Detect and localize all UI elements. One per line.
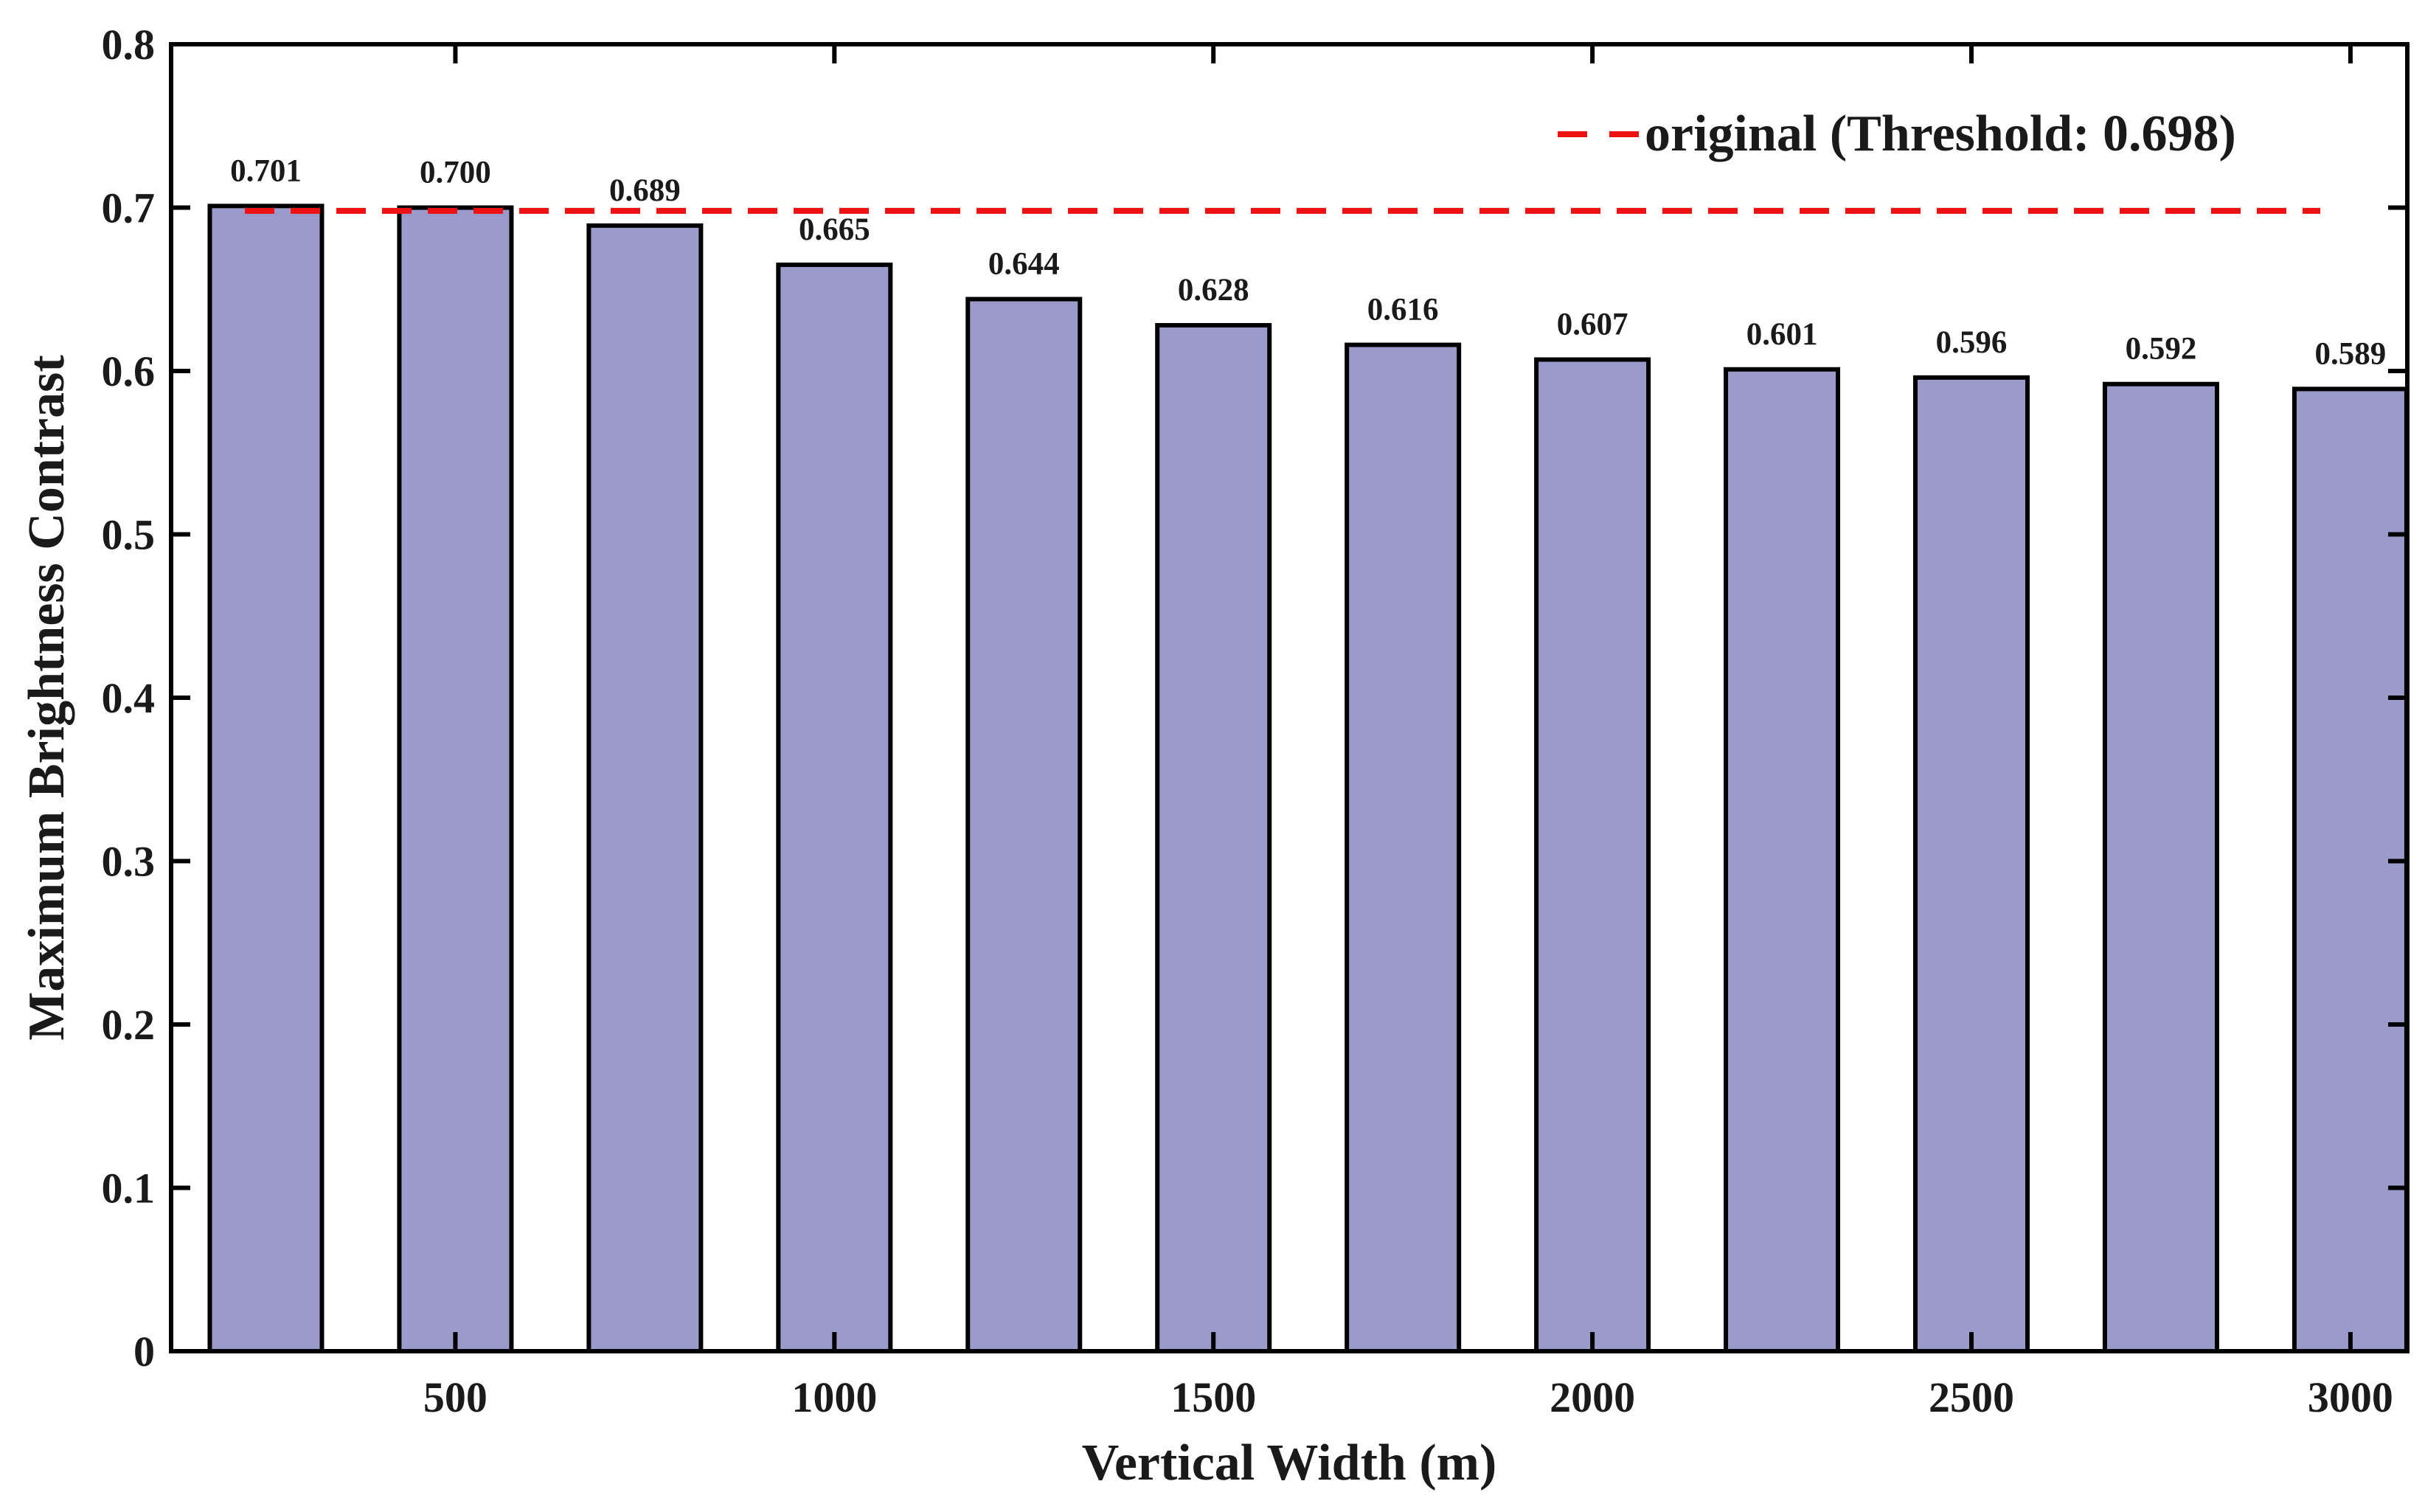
ytick-label-7: 0.7: [102, 184, 156, 232]
ytick-label-4: 0.4: [102, 674, 156, 722]
bar-2: [586, 223, 704, 1353]
ytick-label-2: 0.2: [102, 1001, 156, 1049]
labels-layer: 0.701 0.700 0.689 0.665 0.644 0.628 0.616 0.607…: [18, 21, 2393, 1491]
ytick-label-3: 0.3: [102, 838, 156, 886]
bar-value-label-9: 0.596: [1936, 325, 2008, 360]
x-axis-label: Vertical Width (m): [1082, 1435, 1497, 1491]
bar-6: [1345, 342, 1462, 1353]
bar-value-label-1: 0.700: [420, 156, 491, 190]
bar-value-label-7: 0.607: [1557, 307, 1628, 341]
bar-10: [2102, 381, 2219, 1353]
y-axis-label: Maximum Brightness Contrast: [18, 355, 75, 1040]
bar-value-label-10: 0.592: [2126, 332, 2197, 367]
xtick-label-1: 1000: [791, 1373, 877, 1421]
ytick-label-5: 0.5: [102, 511, 156, 559]
bar-11: [2292, 386, 2409, 1353]
bar-value-label-0: 0.701: [230, 153, 302, 188]
ytick-label-0: 0: [133, 1328, 155, 1376]
bar-value-label-11: 0.589: [2315, 336, 2387, 371]
ytick-label-8: 0.8: [102, 21, 156, 69]
bar-value-label-5: 0.628: [1178, 273, 1249, 308]
bar-8: [1724, 367, 1841, 1353]
ytick-label-6: 0.6: [102, 347, 156, 395]
legend-threshold-label: original (Threshold: 0.698): [1645, 105, 2236, 162]
bar-9: [1913, 375, 2030, 1353]
bar-3: [776, 263, 893, 1353]
bar-5: [1155, 322, 1272, 1354]
bars-layer: [207, 204, 2409, 1354]
bar-0: [207, 204, 325, 1353]
bar-value-label-4: 0.644: [988, 247, 1060, 282]
bar-value-label-8: 0.601: [1746, 317, 1818, 352]
bar-value-label-2: 0.689: [609, 173, 681, 208]
axes-frame-layer: [169, 42, 2410, 1353]
xtick-label-2: 1500: [1170, 1373, 1256, 1421]
bar-7: [1534, 357, 1651, 1353]
xtick-label-0: 500: [423, 1373, 488, 1421]
bar-1: [397, 205, 514, 1353]
bar-value-label-3: 0.665: [799, 212, 870, 247]
xtick-label-3: 2000: [1550, 1373, 1635, 1421]
ytick-label-1: 0.1: [102, 1165, 156, 1213]
xtick-label-5: 3000: [2308, 1373, 2393, 1421]
xtick-label-4: 2500: [1929, 1373, 2014, 1421]
bar-4: [965, 296, 1083, 1353]
bar-value-label-6: 0.616: [1367, 293, 1439, 327]
